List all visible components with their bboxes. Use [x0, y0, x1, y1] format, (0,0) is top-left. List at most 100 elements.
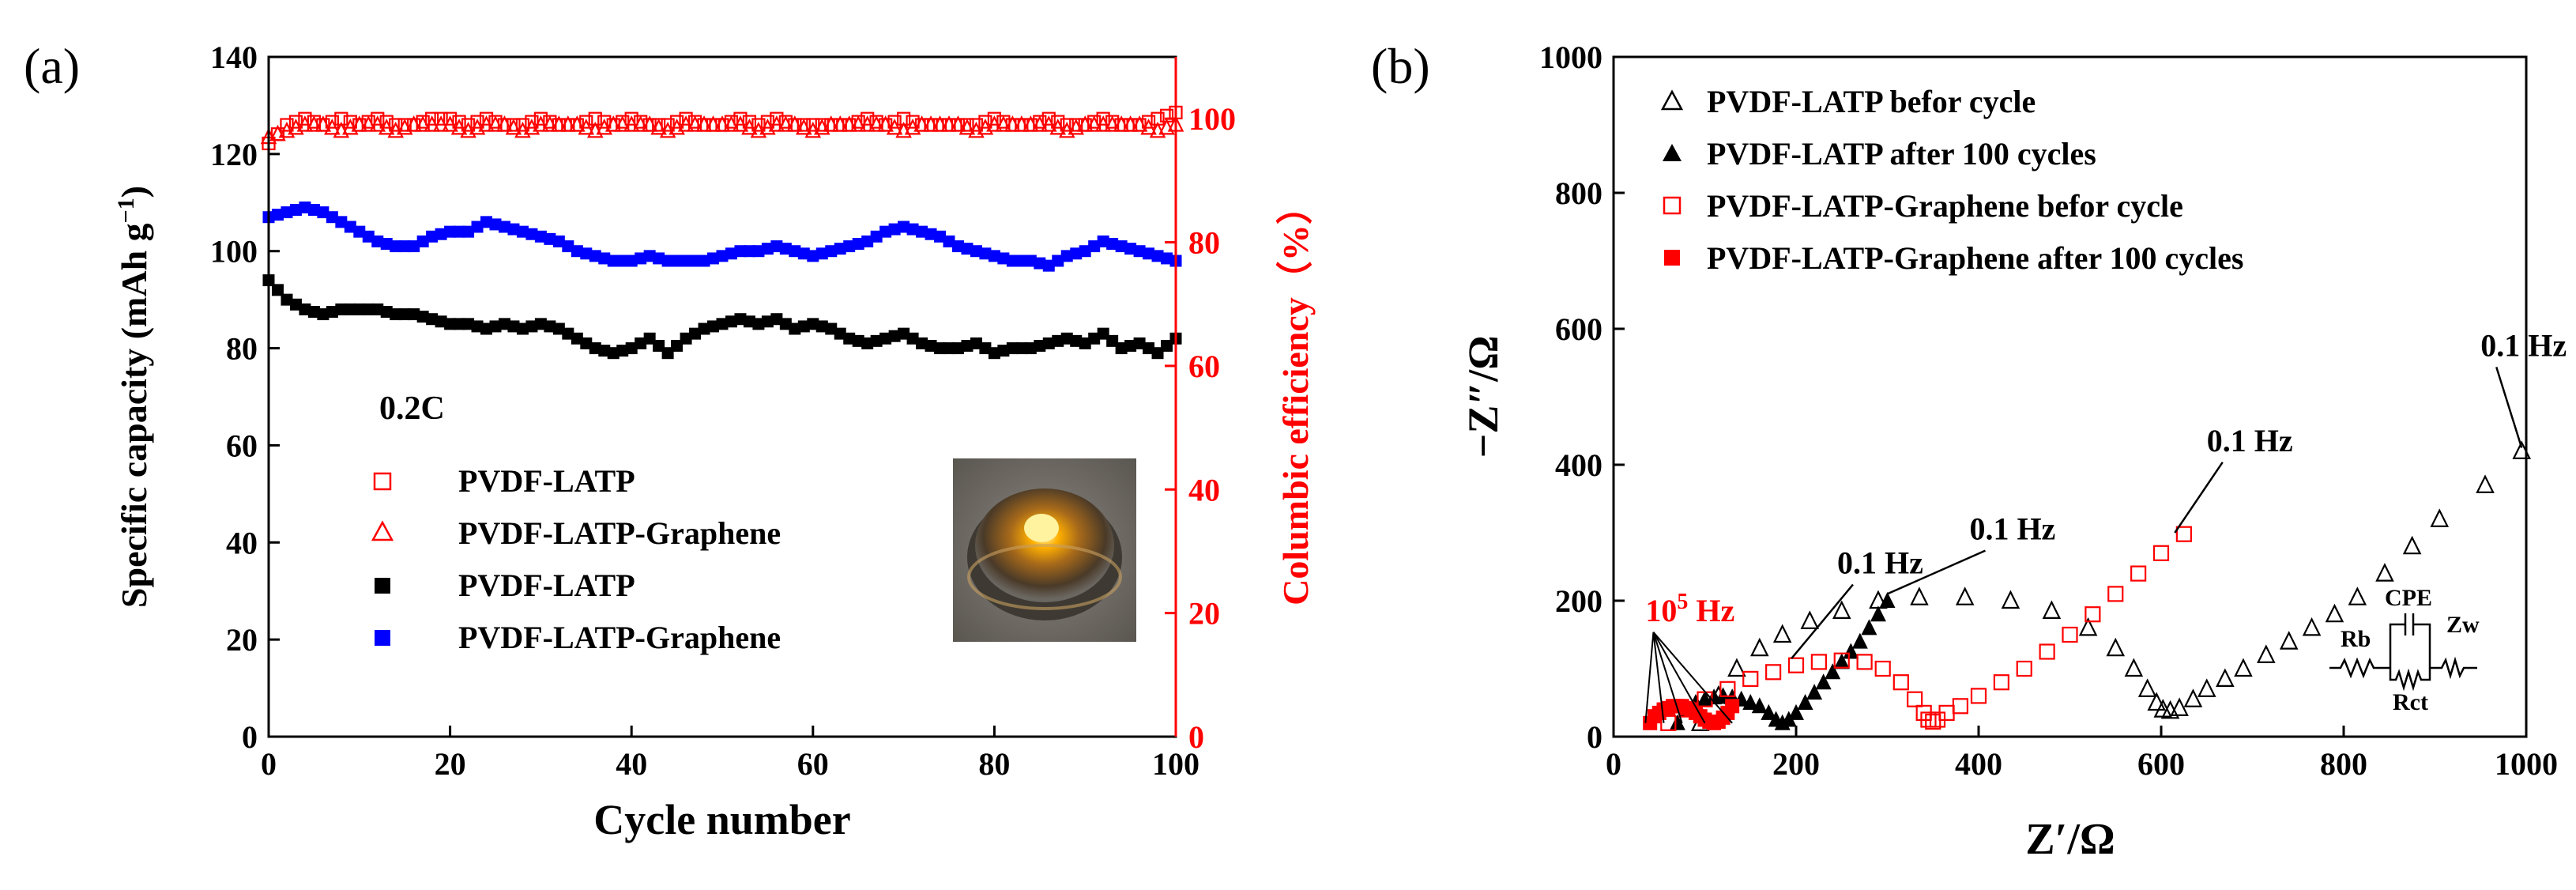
data-point: [2197, 678, 2216, 697]
data-point: [487, 115, 504, 132]
data-point: [390, 308, 402, 321]
data-point: [1070, 334, 1083, 347]
data-point: [1079, 245, 1091, 258]
data-point: [289, 204, 302, 216]
data-point: [1042, 259, 1055, 272]
data-point: [961, 243, 974, 255]
data-point: [1088, 332, 1101, 345]
data-point: [1034, 340, 1046, 352]
annotation-0: 0.1 Hz: [2480, 327, 2567, 448]
data-point: [815, 320, 828, 333]
panel-b-y-axis-title: −Z″/Ω: [1459, 336, 1507, 458]
data-point: [877, 115, 894, 132]
panel-a-y2-axis-title: Columbic efficiency（%）: [1275, 188, 1316, 605]
data-point: [296, 115, 314, 132]
data-point: [1004, 115, 1021, 132]
annotation-2: 0.1 Hz: [1886, 511, 2055, 595]
data-point: [1892, 674, 1909, 691]
data-point: [861, 111, 875, 126]
data-point: [2348, 586, 2367, 605]
data-point: [1788, 703, 1804, 720]
data-point: [2375, 563, 2394, 582]
data-point: [314, 115, 332, 132]
data-point: [796, 118, 812, 135]
data-point: [789, 322, 801, 335]
data-point: [635, 252, 647, 265]
data-point: [624, 111, 638, 126]
data-point: [2016, 660, 2032, 677]
series-0: [262, 274, 1182, 360]
x-tick-label: 0: [1606, 746, 1621, 782]
data-point: [843, 240, 856, 253]
data-point: [831, 115, 849, 132]
data-point: [580, 337, 593, 349]
data-point: [1810, 654, 1827, 670]
data-point: [544, 320, 556, 333]
data-point: [434, 111, 448, 126]
data-point: [371, 303, 384, 315]
data-point: [661, 255, 674, 267]
data-point: [2147, 692, 2167, 711]
panel-a-y-axis-title: Specific capacity (mAh g−1): [113, 186, 154, 608]
data-point: [1006, 342, 1019, 355]
data-point: [913, 115, 930, 132]
data-point: [1772, 624, 1792, 643]
legend-item: PVDF-LATP: [375, 568, 635, 603]
data-point: [2325, 603, 2344, 623]
data-point: [1052, 255, 1064, 267]
data-point: [997, 345, 1010, 357]
data-point: [480, 216, 493, 228]
panel-a-legend: PVDF-LATP PVDF-LATP-Graphene PVDF-LATP P…: [371, 463, 781, 655]
annotation-arrow: [1652, 632, 1733, 724]
data-point: [2124, 658, 2144, 677]
data-point: [852, 334, 864, 347]
data-point: [562, 327, 574, 340]
data-point: [1022, 115, 1039, 132]
data-point: [1833, 653, 1850, 669]
data-point: [716, 318, 729, 330]
data-point: [1925, 713, 1941, 730]
data-point: [1907, 691, 1923, 707]
data-point: [353, 225, 366, 238]
data-point: [478, 115, 495, 132]
x-tick-label: 1000: [2495, 746, 2558, 782]
data-point: [732, 115, 749, 132]
data-point: [369, 115, 386, 132]
data-point: [925, 340, 937, 352]
legend-marker-open-square: [1663, 196, 1682, 215]
panel-b-plot-frame: [1612, 55, 2528, 738]
annotation-label: 105 Hz: [1645, 590, 1734, 628]
panel-a-data: [260, 105, 1184, 360]
data-point: [324, 118, 341, 135]
x-tick-label: 80: [978, 746, 1010, 782]
data-point: [1060, 250, 1073, 262]
y-tick-label: 0: [1587, 719, 1602, 755]
data-point: [1719, 681, 1736, 697]
data-point: [453, 318, 465, 330]
data-point: [353, 303, 366, 315]
data-point: [507, 223, 520, 236]
data-point: [815, 247, 828, 260]
data-point: [680, 332, 692, 345]
y2-tick-label: 0: [1188, 719, 1204, 755]
data-point: [1161, 252, 1173, 265]
data-point: [380, 238, 393, 250]
equivalent-circuit: Rb CPE Zw Rct: [2329, 585, 2480, 715]
annotation-3: 0.1 Hz: [1791, 545, 1923, 659]
data-point: [707, 320, 720, 333]
legend-marker-filled-triangle: [1663, 144, 1682, 161]
data-point: [797, 247, 810, 260]
data-point: [1106, 238, 1119, 250]
data-point: [770, 111, 784, 126]
annotation-label: 0.1 Hz: [2207, 423, 2293, 458]
data-point: [1042, 337, 1055, 349]
x-tick-label: 40: [616, 746, 647, 782]
data-point: [650, 118, 667, 135]
data-point: [571, 332, 583, 345]
data-point: [1797, 694, 1813, 710]
data-point: [834, 327, 846, 340]
data-point: [770, 313, 783, 326]
data-point: [1049, 118, 1067, 135]
data-point: [779, 318, 792, 330]
annotation-4: 105 Hz: [1644, 590, 1734, 724]
